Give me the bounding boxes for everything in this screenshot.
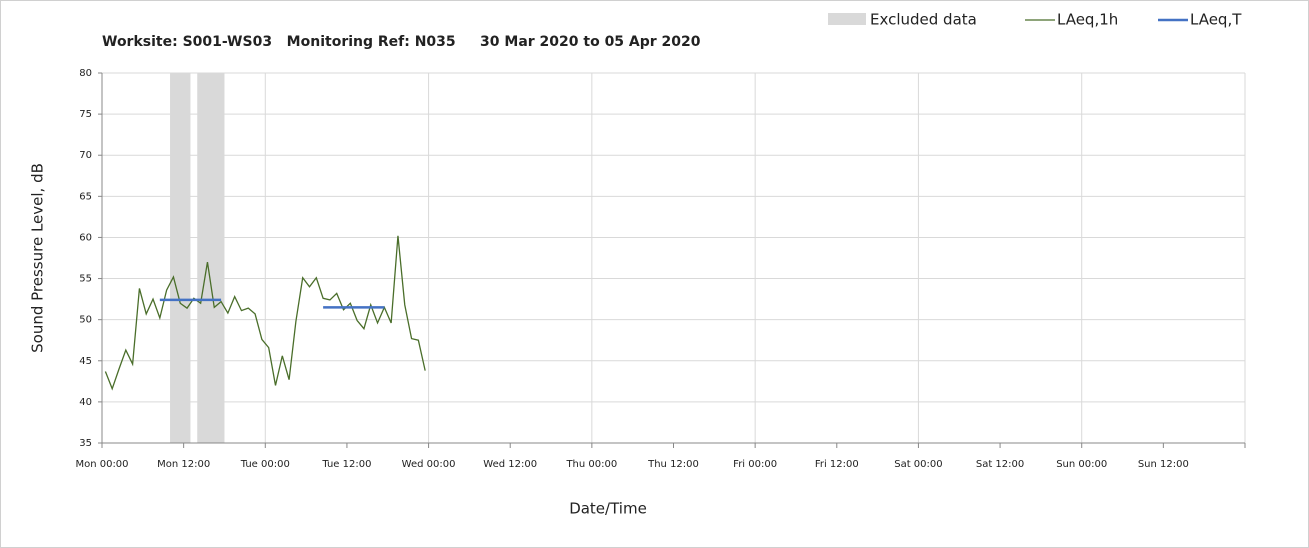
legend-label: Excluded data — [870, 11, 977, 29]
series-line — [159, 298, 385, 309]
y-tick-label: 80 — [79, 68, 92, 79]
x-tick-label: Mon 12:00 — [157, 459, 210, 470]
x-tick-label: Sun 00:00 — [1056, 459, 1107, 470]
x-axis-label: Date/Time — [569, 500, 647, 518]
x-tick-label: Mon 00:00 — [75, 459, 128, 470]
y-tick-label: 60 — [79, 232, 92, 243]
x-tick-label: Tue 12:00 — [321, 459, 371, 470]
excluded-band — [170, 73, 191, 443]
legend-label: LAeq,T — [1190, 11, 1242, 29]
x-tick-label: Wed 12:00 — [483, 459, 537, 470]
excluded-band — [197, 73, 225, 443]
x-tick-label: Sat 12:00 — [976, 459, 1024, 470]
y-tick-label: 55 — [79, 274, 92, 285]
y-tick-label: 40 — [79, 397, 92, 408]
x-tick-label: Sun 12:00 — [1138, 459, 1189, 470]
y-tick-label: 65 — [79, 191, 92, 202]
x-tick-label: Wed 00:00 — [402, 459, 456, 470]
y-axis-label: Sound Pressure Level, dB — [29, 163, 47, 353]
legend-label: LAeq,1h — [1057, 11, 1118, 29]
y-tick-label: 45 — [79, 356, 92, 367]
x-tick-label: Fri 12:00 — [815, 459, 859, 470]
y-tick-label: 50 — [79, 315, 92, 326]
x-tick-label: Thu 12:00 — [647, 459, 699, 470]
chart-title: Worksite: S001-WS03 Monitoring Ref: N035… — [102, 34, 701, 50]
x-tick-label: Tue 00:00 — [240, 459, 290, 470]
x-tick-label: Thu 00:00 — [565, 459, 617, 470]
x-tick-label: Sat 00:00 — [894, 459, 942, 470]
legend-swatch — [828, 13, 866, 25]
y-tick-label: 35 — [79, 438, 92, 449]
y-tick-label: 70 — [79, 150, 92, 161]
x-tick-label: Fri 00:00 — [733, 459, 777, 470]
y-tick-label: 75 — [79, 109, 92, 120]
